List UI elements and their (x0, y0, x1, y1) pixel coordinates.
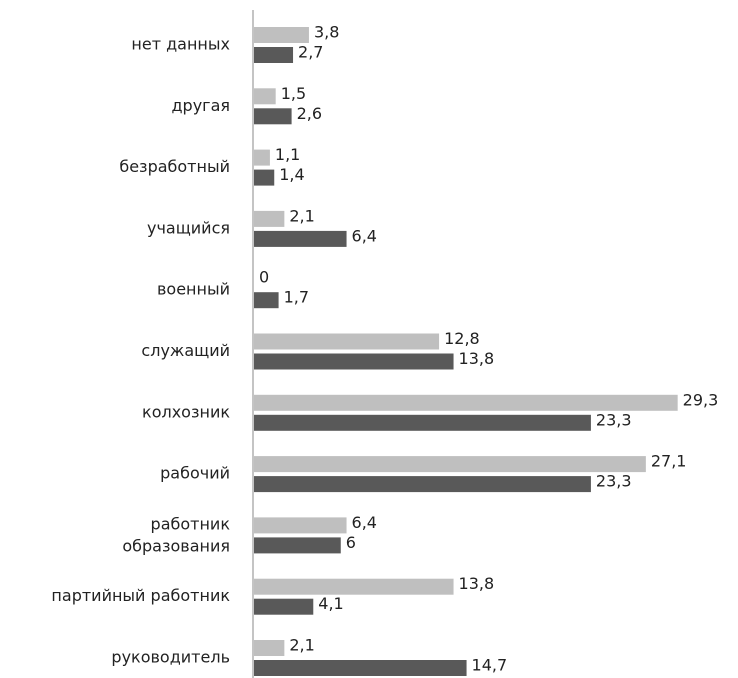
category-label: военный (157, 280, 230, 299)
bar (254, 149, 270, 166)
bar (254, 108, 292, 125)
value-label: 2,6 (297, 104, 322, 123)
bar (254, 353, 454, 370)
value-label: 6,4 (352, 513, 377, 532)
category-label: нет данных (131, 35, 230, 54)
value-label: 2,1 (289, 636, 314, 655)
category-label: рабочий (160, 464, 230, 483)
category-label: служащий (141, 341, 230, 360)
bar (254, 230, 347, 247)
bar (254, 414, 591, 431)
bar (254, 210, 285, 227)
value-label: 0 (259, 268, 269, 287)
category-label: другая (171, 96, 230, 115)
value-label: 14,7 (472, 656, 508, 675)
value-label: 2,1 (289, 206, 314, 225)
bar (254, 537, 341, 554)
bar (254, 292, 279, 309)
bar (254, 660, 467, 676)
value-label: 29,3 (683, 390, 719, 409)
category-label: учащийся (147, 218, 230, 237)
value-label: 6 (346, 533, 356, 552)
value-label: 27,1 (651, 452, 687, 471)
category-label: работник образования (122, 514, 230, 555)
value-label: 13,8 (459, 574, 495, 593)
bar (254, 169, 275, 186)
value-label: 1,1 (275, 145, 300, 164)
bar (254, 47, 294, 63)
value-label: 6,4 (352, 226, 377, 245)
bar (254, 456, 646, 473)
bar (254, 27, 309, 43)
value-label: 4,1 (318, 594, 343, 613)
bar (254, 640, 285, 656)
value-label: 1,5 (281, 84, 306, 103)
value-label: 13,8 (459, 349, 495, 368)
bar (254, 88, 276, 105)
category-label: руководитель (111, 648, 230, 667)
value-label: 23,3 (596, 472, 632, 491)
value-label: 3,8 (314, 23, 339, 42)
bar (254, 476, 591, 493)
value-label: 1,4 (279, 165, 304, 184)
bar (254, 598, 314, 615)
bar (254, 517, 347, 534)
value-label: 23,3 (596, 410, 632, 429)
bar (254, 333, 440, 350)
value-label: 2,7 (298, 43, 323, 62)
value-label: 12,8 (444, 329, 480, 348)
value-label: 1,7 (284, 288, 309, 307)
category-label: колхозник (142, 402, 230, 421)
category-label: партийный работник (51, 586, 230, 605)
category-label: безработный (119, 157, 230, 176)
bar (254, 394, 678, 411)
bar (254, 578, 454, 595)
